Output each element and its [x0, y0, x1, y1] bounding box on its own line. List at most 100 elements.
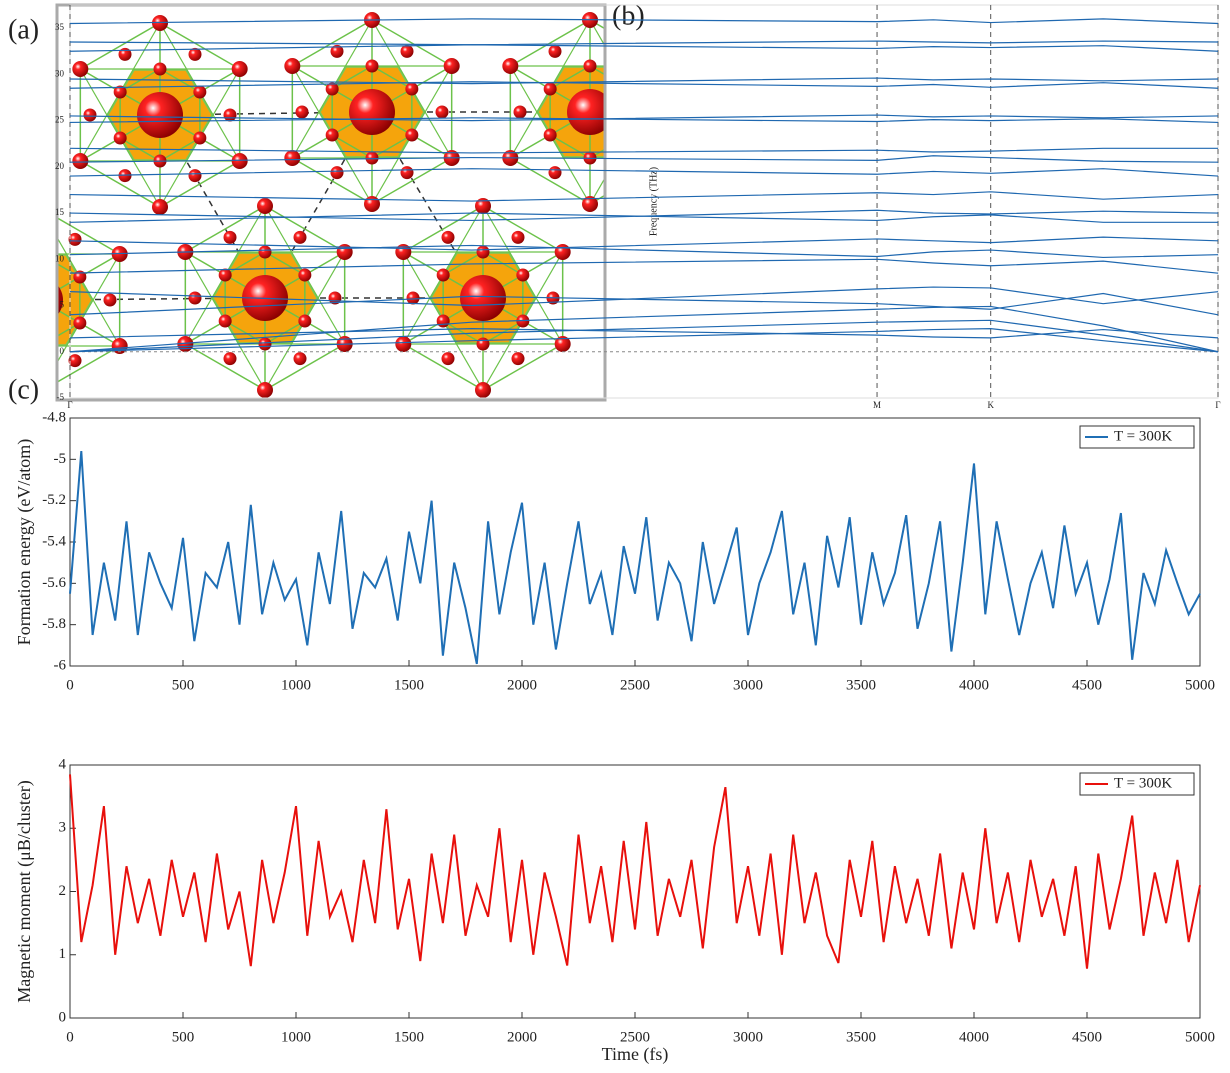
x-tick-label: 4000 [959, 1029, 989, 1045]
atom [401, 45, 414, 58]
atom [405, 129, 418, 142]
x-tick-label: 0 [66, 1029, 74, 1045]
x-tick-label: 3500 [846, 677, 876, 693]
atom [32, 200, 48, 216]
atom [0, 354, 12, 367]
y-tick-label: 5 [60, 300, 65, 310]
x-tick-label: 5000 [1185, 677, 1215, 693]
lattice [0, 254, 40, 300]
atom [364, 196, 380, 212]
x-tick-label: 1500 [394, 1029, 424, 1045]
atom [514, 106, 527, 119]
atom [34, 340, 47, 353]
x-tick-label: 3000 [733, 1029, 763, 1045]
series-line [70, 148, 1218, 153]
atom [114, 132, 127, 145]
atom [154, 63, 167, 76]
atom [366, 152, 379, 165]
atom [0, 271, 7, 284]
atom [502, 58, 518, 74]
atom [349, 89, 395, 135]
atom [512, 231, 525, 244]
x-tick-label: Γ [1215, 400, 1220, 410]
y-tick-label: -5 [54, 451, 67, 467]
x-tick-label: 2500 [620, 677, 650, 693]
y-tick-label: -6 [54, 657, 67, 673]
x-tick-label: 1500 [394, 677, 424, 693]
x-tick-label: 2000 [507, 1029, 537, 1045]
atom [477, 246, 490, 259]
y-axis-label: Formation energy (eV/atom) [14, 439, 35, 646]
atom [619, 166, 632, 179]
atom [584, 60, 597, 73]
legend-label: T = 300K [1114, 775, 1172, 791]
x-tick-label: 0 [66, 677, 74, 693]
x-tick-label: 1000 [281, 1029, 311, 1045]
atom [544, 129, 557, 142]
atom [444, 58, 460, 74]
atom [475, 382, 491, 398]
figure: (a) (b)-505101520253035ΓMKΓFrequency (TH… [0, 0, 1230, 1073]
x-tick-label: Γ [67, 400, 72, 410]
atom [516, 269, 529, 282]
lattice [0, 254, 40, 392]
atom [331, 166, 344, 179]
x-tick-label: 2000 [507, 677, 537, 693]
atom [224, 352, 237, 365]
atom [84, 109, 97, 122]
atom [73, 317, 86, 330]
atom [257, 198, 273, 214]
atom [460, 275, 506, 321]
atom [298, 315, 311, 328]
atom [442, 231, 455, 244]
x-tick-label: 4000 [959, 677, 989, 693]
y-tick-label: 4 [59, 756, 67, 772]
panel-label: (a) [8, 14, 39, 45]
y-tick-label: 2 [59, 883, 67, 899]
atom [407, 292, 420, 305]
series-line [70, 213, 1218, 222]
atom [296, 106, 309, 119]
y-tick-label: -5.4 [42, 533, 66, 549]
atom [298, 269, 311, 282]
y-tick-label: -5.6 [42, 575, 66, 591]
x-tick-label: 500 [172, 1029, 195, 1045]
x-tick-label: 4500 [1072, 1029, 1102, 1045]
series-line [70, 451, 1200, 664]
y-tick-label: 0 [60, 346, 65, 356]
series-line [70, 78, 1218, 84]
atom [662, 58, 678, 74]
series-line [70, 774, 1200, 968]
atom [549, 45, 562, 58]
y-tick-label: 20 [55, 161, 65, 171]
atom [219, 269, 232, 282]
atom [326, 129, 339, 142]
y-axis-label: Magnetic moment (μB/cluster) [14, 780, 35, 1003]
atom [284, 150, 300, 166]
atom [544, 83, 557, 96]
x-tick-label: 3000 [733, 677, 763, 693]
atom [137, 92, 183, 138]
x-tick-label: 2500 [620, 1029, 650, 1045]
atom [224, 109, 237, 122]
series-line [70, 82, 1218, 88]
series-line [70, 45, 1218, 51]
atom [104, 294, 117, 307]
x-tick-label: M [873, 400, 881, 410]
atom [436, 106, 449, 119]
y-tick-label: 3 [59, 820, 67, 836]
atom [477, 338, 490, 351]
legend-label: T = 300K [1114, 428, 1172, 444]
plot-frame [70, 418, 1200, 666]
y-tick-label: 35 [55, 22, 65, 32]
atom [623, 83, 636, 96]
atom [0, 317, 7, 330]
series-line [70, 41, 1218, 45]
atom [257, 382, 273, 398]
atom [189, 292, 202, 305]
atom [72, 61, 88, 77]
atom [294, 231, 307, 244]
lattice [0, 300, 40, 346]
series-line [70, 237, 1218, 250]
series-line [70, 169, 1218, 176]
